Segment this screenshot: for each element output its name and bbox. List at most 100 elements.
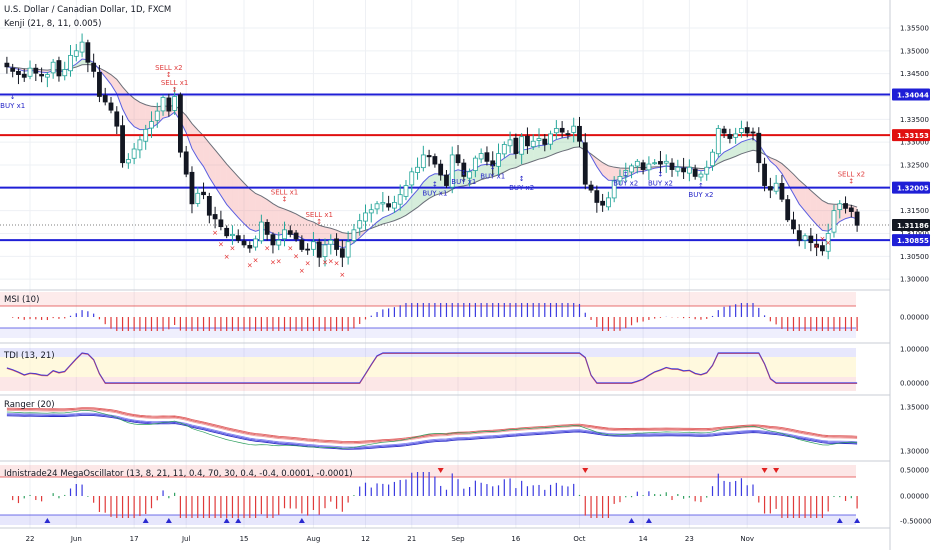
ribbon-segment bbox=[735, 141, 742, 157]
ribbon-segment bbox=[787, 168, 794, 194]
level-label: 1.34044 bbox=[897, 91, 929, 99]
tdi-tick-label: 0.00000 bbox=[900, 380, 929, 388]
candle-body bbox=[270, 234, 276, 246]
date-tick-label: 15 bbox=[240, 535, 249, 543]
msi-upper-zone bbox=[0, 292, 856, 306]
candle-body bbox=[293, 232, 299, 240]
candle-body bbox=[420, 154, 426, 169]
price-axis[interactable]: 1.355001.350001.345001.340001.335001.330… bbox=[892, 24, 931, 526]
mega-marker bbox=[628, 518, 635, 523]
mega-marker bbox=[854, 518, 861, 523]
candle-body bbox=[415, 166, 420, 173]
candle-body bbox=[808, 235, 814, 244]
candle-body bbox=[56, 60, 62, 77]
candle-body bbox=[218, 219, 224, 228]
signal-cross: × bbox=[299, 267, 305, 275]
candle-body bbox=[68, 54, 73, 72]
signal-labels: BUY x1↕SELL x2↕SELL x1↕SELL x1↕SELL x1↕B… bbox=[0, 64, 865, 279]
candle-body bbox=[380, 202, 386, 205]
candle-body bbox=[166, 97, 172, 112]
msi-histogram bbox=[0, 292, 858, 338]
ribbon-segment bbox=[203, 135, 210, 178]
signal-arrow: ↕ bbox=[282, 196, 288, 204]
candle-body bbox=[299, 239, 305, 250]
candle-body bbox=[704, 166, 710, 175]
ribbon-segment bbox=[238, 176, 245, 224]
time-axis[interactable]: 22 Jun 17 Jul 15 Aug 12 21 Sep 16 Oct 14 23 Nov bbox=[26, 535, 754, 543]
candle-body bbox=[39, 74, 44, 77]
signal-cross: × bbox=[825, 239, 831, 247]
candle-body bbox=[357, 220, 363, 229]
candle-body bbox=[374, 203, 380, 210]
candle-body bbox=[814, 243, 820, 248]
candle-body bbox=[235, 235, 241, 241]
mega-marker bbox=[773, 468, 780, 473]
ranger-pane-title: Ranger (20) bbox=[4, 400, 55, 410]
candle-body bbox=[548, 133, 553, 145]
ranger-band bbox=[6, 414, 858, 450]
ribbon-segment bbox=[596, 158, 603, 176]
candle-body bbox=[206, 196, 212, 216]
candle-body bbox=[715, 128, 721, 155]
ribbon-segment bbox=[747, 138, 753, 152]
ribbon-segment bbox=[429, 173, 435, 199]
ribbon-segment bbox=[724, 149, 730, 161]
candle-body bbox=[247, 245, 253, 249]
signal-cross: × bbox=[334, 259, 340, 267]
chart-title: U.S. Dollar / Canadian Dollar, 1D, FXCM bbox=[4, 5, 172, 15]
candle-body bbox=[669, 162, 675, 170]
candle-body bbox=[681, 167, 686, 173]
tdi-pane-title: TDI (13, 21) bbox=[4, 351, 55, 361]
signal-label: SELL x1 bbox=[305, 211, 333, 219]
candle-body bbox=[363, 212, 368, 222]
ribbon-segment bbox=[249, 188, 256, 232]
mega-marker bbox=[165, 518, 172, 523]
candle-body bbox=[409, 171, 415, 186]
candle-body bbox=[114, 111, 120, 127]
signal-label: BUY x2 bbox=[613, 180, 638, 188]
ribbon-segment bbox=[290, 211, 297, 236]
candle-body bbox=[773, 182, 779, 192]
candle-body bbox=[62, 69, 68, 77]
level-label: 1.33153 bbox=[897, 132, 929, 140]
ribbon-segment bbox=[215, 149, 221, 196]
mega-marker bbox=[298, 518, 305, 523]
candle-body bbox=[530, 140, 536, 148]
candle-body bbox=[131, 148, 137, 159]
signal-cross: × bbox=[230, 244, 236, 252]
signal-label: SELL x2 bbox=[838, 170, 866, 178]
candle-body bbox=[316, 241, 322, 258]
candle-body bbox=[594, 190, 600, 203]
ribbon-segment bbox=[486, 164, 493, 178]
candle-body bbox=[721, 128, 727, 134]
candle-body bbox=[403, 185, 409, 197]
ribbon-segment bbox=[405, 196, 412, 216]
candle-body bbox=[183, 151, 189, 175]
candle-body bbox=[739, 128, 744, 133]
grid-lines bbox=[0, 0, 890, 528]
candle-body bbox=[33, 67, 39, 74]
ribbon-segment bbox=[481, 164, 487, 180]
signal-cross: × bbox=[293, 253, 299, 261]
ribbon-segment bbox=[781, 163, 788, 184]
candlestick-series[interactable] bbox=[4, 33, 860, 268]
ribbon-segment bbox=[301, 217, 308, 241]
ribbon-segment bbox=[134, 98, 140, 130]
ribbon-segment bbox=[729, 145, 736, 159]
level-label: 1.32005 bbox=[897, 185, 929, 193]
candle-body bbox=[600, 200, 606, 206]
candle-body bbox=[513, 137, 519, 154]
candle-body bbox=[536, 138, 542, 141]
level-badge bbox=[892, 88, 930, 101]
ribbon-segment bbox=[544, 142, 551, 158]
mega-marker bbox=[761, 468, 768, 473]
candle-body bbox=[230, 233, 235, 237]
ranger-bands bbox=[6, 407, 858, 450]
ribbon-segment bbox=[244, 183, 250, 230]
signal-cross: × bbox=[218, 240, 224, 248]
signal-label: BUY x2 bbox=[688, 191, 713, 199]
candle-body bbox=[577, 125, 582, 142]
ribbon-segment bbox=[139, 102, 146, 130]
horizontal-levels[interactable] bbox=[0, 93, 890, 242]
